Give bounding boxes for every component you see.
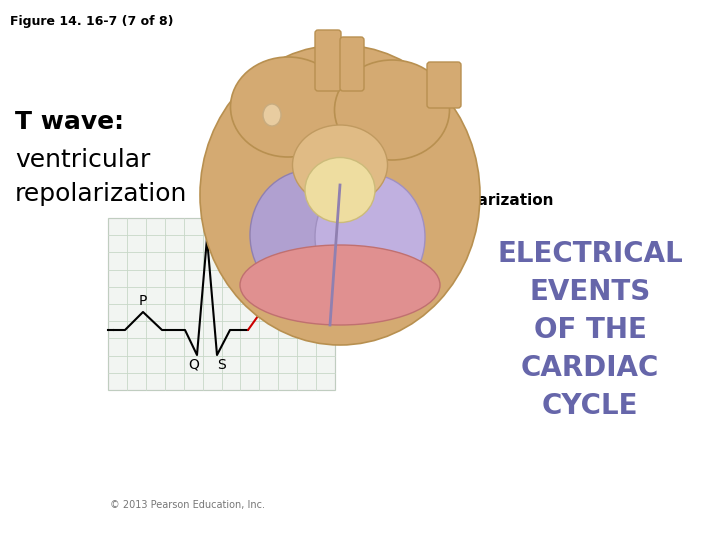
Bar xyxy=(108,218,335,390)
Ellipse shape xyxy=(335,60,449,160)
Ellipse shape xyxy=(240,245,440,325)
Ellipse shape xyxy=(315,174,425,300)
Text: ventricular: ventricular xyxy=(15,148,150,172)
Ellipse shape xyxy=(305,158,375,222)
Text: T wave:: T wave: xyxy=(15,110,124,134)
Text: P: P xyxy=(139,294,147,308)
FancyBboxPatch shape xyxy=(427,62,461,108)
Text: T: T xyxy=(269,284,277,298)
Text: EVENTS: EVENTS xyxy=(529,278,651,306)
Text: Figure 14. 16-7 (7 of 8): Figure 14. 16-7 (7 of 8) xyxy=(10,15,174,28)
FancyBboxPatch shape xyxy=(340,37,364,91)
Text: OF THE: OF THE xyxy=(534,316,647,344)
Ellipse shape xyxy=(292,125,387,205)
Text: repolarization: repolarization xyxy=(15,182,187,206)
Ellipse shape xyxy=(200,45,480,345)
Text: ELECTRICAL: ELECTRICAL xyxy=(497,240,683,268)
Text: CARDIAC: CARDIAC xyxy=(521,354,660,382)
Ellipse shape xyxy=(250,170,370,300)
Text: Repolarization: Repolarization xyxy=(430,192,554,207)
Ellipse shape xyxy=(263,104,281,126)
Text: © 2013 Pearson Education, Inc.: © 2013 Pearson Education, Inc. xyxy=(110,500,265,510)
Ellipse shape xyxy=(230,57,346,157)
Text: S: S xyxy=(217,358,226,372)
Text: R: R xyxy=(202,219,212,233)
Text: CYCLE: CYCLE xyxy=(541,392,638,420)
Text: Q: Q xyxy=(189,358,199,372)
FancyBboxPatch shape xyxy=(315,30,341,91)
